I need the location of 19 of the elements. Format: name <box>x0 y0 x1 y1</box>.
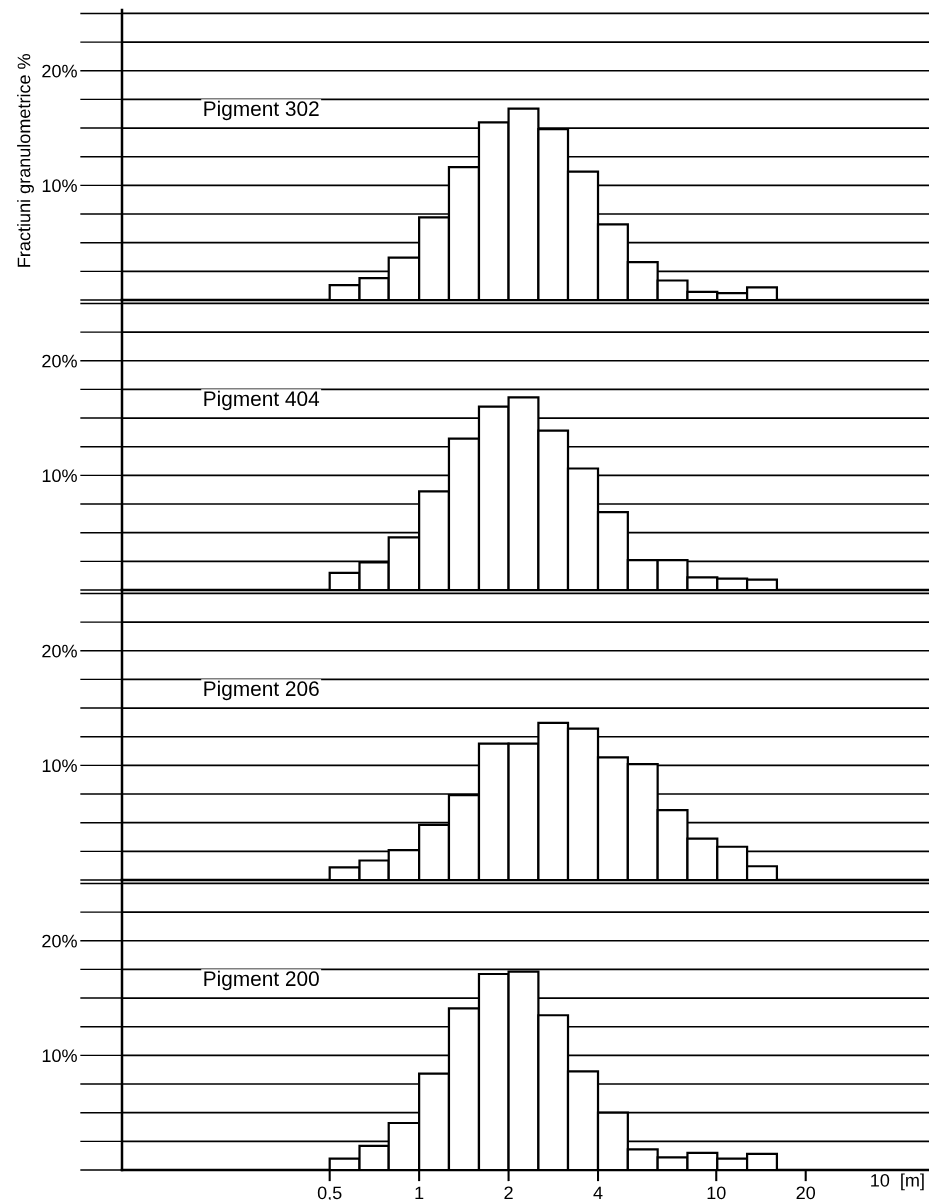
y-tick-label: 20% <box>42 354 77 368</box>
y-tick-label: 20% <box>42 934 77 948</box>
y-tick-label: 10% <box>42 759 77 773</box>
y-tick-label: 10% <box>42 469 77 483</box>
text: Pigment 206 <box>204 680 319 701</box>
y-tick-label: 10% <box>42 179 77 193</box>
text: Pigment 404 <box>204 390 320 411</box>
text: Pigment 302 <box>204 100 319 121</box>
x-tick-label: 10 <box>707 1186 726 1200</box>
text: Pigment 200 <box>204 970 319 991</box>
x-tick-label: 1 <box>415 1186 424 1200</box>
y-axis-title: Fractiuni granulometrice % <box>17 54 34 267</box>
x-tick-label: 20 <box>796 1186 816 1200</box>
y-tick-label: 20% <box>42 644 77 658</box>
x-tick-label: 2 <box>504 1186 513 1200</box>
y-tick-label: 10% <box>42 1049 77 1063</box>
x-tick-label: 4 <box>593 1186 603 1200</box>
text: 10 [m] <box>871 1173 924 1191</box>
y-tick-label: 20% <box>42 64 77 78</box>
